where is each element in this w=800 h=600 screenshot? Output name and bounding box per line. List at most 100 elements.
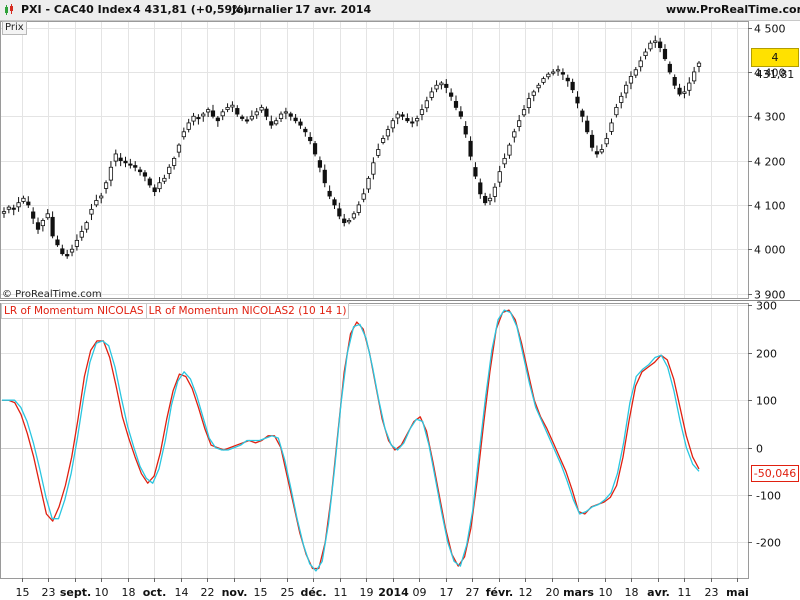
candle-body (274, 120, 279, 125)
candle-body (215, 117, 220, 122)
indicator-legend-1[interactable]: LR of Momentum NICOLAS (1, 303, 147, 319)
candle-body (633, 69, 638, 76)
price-tick-label: 4 500 (754, 23, 786, 36)
date-tick-label: 14 (175, 586, 189, 599)
price-tick-label: 3 900 (754, 289, 786, 302)
candle-body (288, 113, 293, 117)
candle-body (614, 107, 619, 116)
candle-body (478, 182, 483, 195)
panel-frames (0, 21, 800, 579)
candle-body (512, 131, 517, 138)
candle-body (283, 111, 288, 114)
candle-body (453, 101, 459, 108)
candle-body (220, 111, 225, 117)
candle-body (463, 126, 468, 135)
date-tick-label: 27 (466, 586, 480, 599)
site-label: www.ProRealTime.com (666, 3, 800, 16)
candle-body (526, 98, 531, 109)
candle-body (439, 82, 444, 86)
date-tick-label: oct. (143, 586, 167, 599)
date-tick-label: 15 (16, 586, 30, 599)
candle-body (677, 87, 682, 95)
price-tick-label: 4 100 (754, 200, 786, 213)
date-tick-label: 2014 (378, 586, 409, 599)
candle-body (162, 177, 167, 182)
price-panel-frame (0, 21, 749, 299)
candle-body (210, 110, 216, 117)
date-tick-label: 15 (254, 586, 268, 599)
candle-body (65, 254, 70, 257)
date-tick-label: 19 (360, 586, 374, 599)
candle-body (317, 160, 323, 168)
candle-body (565, 77, 570, 82)
indicator-axis: 300 200 100 0 -100 -200 (748, 300, 781, 550)
price-panel-label[interactable]: Prix (2, 21, 27, 35)
candle-body (351, 213, 357, 219)
candle-body (31, 211, 36, 219)
candle-body (16, 202, 21, 208)
candle-body (298, 121, 303, 126)
date-tick-label: 09 (413, 586, 427, 599)
candle-body (458, 111, 463, 117)
candle-body (133, 165, 138, 168)
candle-body (123, 160, 128, 164)
date-tick-label: 12 (519, 586, 533, 599)
candle-body (356, 204, 361, 213)
candle-body (79, 231, 84, 238)
candle-body (254, 111, 259, 116)
candle-body (94, 200, 99, 206)
candle-body (249, 115, 254, 120)
candle-body (35, 222, 41, 230)
candle-body (167, 166, 172, 174)
candle-body (517, 120, 522, 127)
candle-body (492, 186, 497, 197)
date-tick-label: nov. (222, 586, 248, 599)
candle-body (555, 69, 561, 72)
candle-body (342, 218, 347, 224)
candle-body (1, 211, 7, 214)
date-tick-label: 20 (546, 586, 560, 599)
price-tick-label: 4 300 (754, 111, 786, 124)
candle-body (687, 82, 692, 91)
date-tick-label: 11 (678, 586, 692, 599)
candle-body (69, 248, 75, 253)
candle-body (483, 195, 488, 204)
candle-body (609, 122, 614, 132)
candle-body (628, 76, 634, 84)
copyright-text: © ProRealTime.com (2, 289, 102, 300)
candle-body (473, 167, 478, 177)
candle-body (50, 216, 55, 237)
candle-body (575, 96, 580, 104)
candle-body (186, 122, 191, 130)
indicator-tick-label: 100 (756, 395, 777, 408)
symbol-label: PXI - CAC40 Index (21, 3, 133, 16)
candle-body (293, 117, 298, 122)
candle-body (40, 220, 45, 227)
date-tick-label: 25 (281, 586, 295, 599)
price-axis: 4 500 4 400 4 300 4 200 4 100 4 000 3 900 (748, 23, 786, 302)
candle-body (638, 60, 643, 68)
indicator-legend-2[interactable]: LR of Momentum NICOLAS2 (10 14 1) (146, 303, 350, 319)
candle-body (235, 108, 240, 115)
candle-body (108, 166, 114, 181)
candle-body (419, 109, 425, 115)
candle-body (560, 72, 566, 75)
candle-body (225, 107, 230, 110)
candle-body (55, 239, 60, 246)
candle-body (45, 213, 50, 219)
indicator-tick-label: 200 (756, 348, 777, 361)
candle-body (103, 182, 109, 189)
candle-body (541, 78, 546, 83)
candle-body (551, 71, 556, 74)
candle-body (99, 195, 104, 199)
price-candles (1, 35, 702, 259)
candle-body (502, 157, 507, 165)
candle-body (308, 136, 313, 142)
date-tick-label: sept. (60, 586, 91, 599)
candle-body (137, 169, 143, 173)
candle-body (89, 208, 94, 215)
indicator-gridlines (0, 303, 748, 578)
candle-body (240, 116, 245, 119)
candle-body (415, 118, 420, 122)
